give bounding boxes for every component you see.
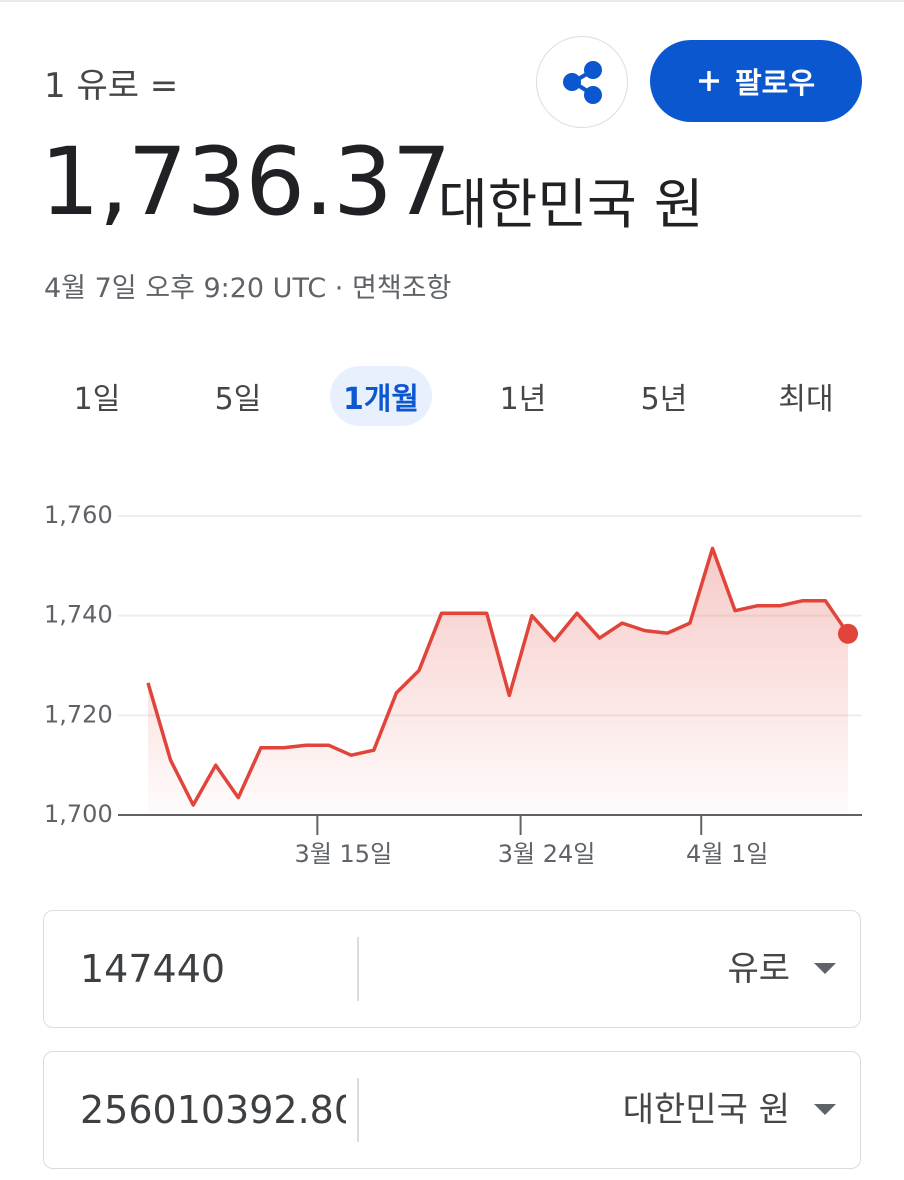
timestamp-line: 4월 7일 오후 9:20 UTC · 면책조항 bbox=[44, 266, 451, 305]
x-tick-label: 3월 24일 bbox=[498, 840, 596, 868]
y-tick-label: 1,720 bbox=[44, 700, 113, 728]
dropdown-arrow bbox=[814, 963, 836, 974]
range-tab[interactable]: 5일 bbox=[214, 382, 262, 417]
follow-label: 팔로우 bbox=[734, 66, 816, 100]
x-tick-label: 3월 15일 bbox=[295, 840, 393, 868]
y-tick-label: 1,740 bbox=[44, 601, 113, 629]
share-button[interactable] bbox=[536, 36, 628, 128]
divider bbox=[357, 937, 359, 1001]
timestamp: 4월 7일 오후 9:20 UTC bbox=[44, 273, 327, 304]
plus-icon bbox=[698, 71, 719, 91]
x-tick-label: 4월 1일 bbox=[686, 840, 768, 868]
disclaimer-link[interactable]: 면책조항 bbox=[351, 273, 452, 304]
range-tab[interactable]: 최대 bbox=[778, 382, 834, 417]
range-tab[interactable]: 5년 bbox=[640, 382, 688, 417]
latest-point bbox=[838, 623, 858, 644]
rate-value: 1,736.37 bbox=[40, 128, 452, 237]
share-icon bbox=[563, 61, 602, 104]
area-fill bbox=[148, 548, 848, 815]
rate-prefix: 1 유로 = bbox=[44, 66, 179, 106]
divider bbox=[357, 1078, 359, 1142]
range-tab[interactable]: 1년 bbox=[499, 382, 547, 417]
separator: · bbox=[334, 273, 344, 304]
y-tick-label: 1,760 bbox=[44, 501, 113, 529]
top-border bbox=[0, 0, 904, 2]
currency-select[interactable]: 유로 bbox=[727, 949, 790, 989]
y-tick-label: 1,700 bbox=[44, 800, 113, 828]
price-line bbox=[146, 546, 850, 807]
amount-input[interactable]: 147440 bbox=[80, 947, 226, 991]
converter-row[interactable]: 147440 유로 bbox=[43, 910, 861, 1028]
range-tab[interactable]: 1개월 bbox=[330, 366, 432, 426]
converter-row[interactable]: 256010392.80 대한민국 원 bbox=[43, 1051, 861, 1169]
dropdown-arrow bbox=[814, 1104, 836, 1115]
currency-select[interactable]: 대한민국 원 bbox=[622, 1090, 790, 1130]
rate-currency: 대한민국 원 bbox=[438, 173, 704, 236]
range-tab[interactable]: 1일 bbox=[73, 382, 121, 417]
follow-button[interactable]: 팔로우 bbox=[650, 40, 862, 122]
amount-input[interactable]: 256010392.80 bbox=[80, 1088, 346, 1132]
chart: 1,700 1,720 1,740 1,760 3월 15일 3월 24일 4월 1일 bbox=[44, 501, 862, 868]
